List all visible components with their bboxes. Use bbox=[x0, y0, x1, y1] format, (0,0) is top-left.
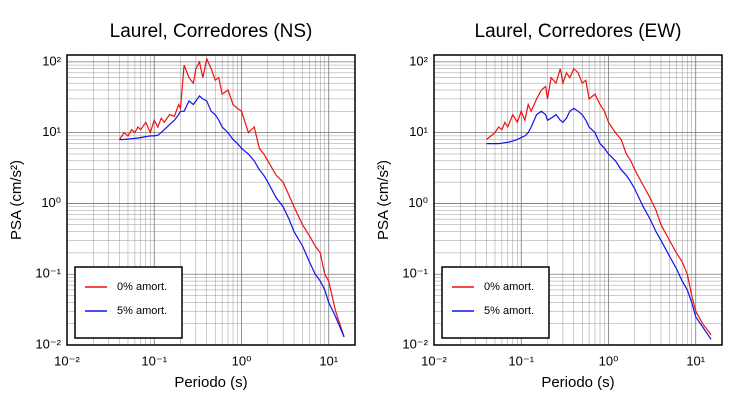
y-tick-label: 10² bbox=[409, 53, 428, 68]
y-axis-label: PSA (cm/s²) bbox=[375, 160, 392, 240]
y-tick-label: 10⁻¹ bbox=[402, 266, 428, 281]
chart-title: Laurel, Corredores (NS) bbox=[110, 21, 313, 42]
x-tick-label: 10⁻² bbox=[54, 353, 80, 368]
x-tick-label: 10⁻¹ bbox=[141, 353, 167, 368]
y-tick-label: 10⁻¹ bbox=[35, 266, 61, 281]
legend-box bbox=[74, 266, 183, 339]
plot-frame bbox=[433, 54, 723, 346]
y-tick-label: 10⁰ bbox=[408, 195, 428, 210]
x-axis-label: Periodo (s) bbox=[541, 374, 614, 391]
y-tick-label: 10⁰ bbox=[41, 195, 61, 210]
y-tick-label: 10² bbox=[42, 53, 61, 68]
legend-label: 0% amort. bbox=[484, 281, 534, 293]
legend-box bbox=[441, 266, 550, 339]
x-tick-label: 10⁻² bbox=[421, 353, 447, 368]
plot-frame bbox=[66, 54, 356, 346]
series-line bbox=[486, 107, 712, 340]
legend-label: 5% amort. bbox=[484, 305, 534, 317]
x-tick-label: 10¹ bbox=[686, 353, 705, 368]
legend-label: 5% amort. bbox=[117, 305, 167, 317]
x-tick-label: 10⁰ bbox=[232, 353, 252, 368]
y-tick-label: 10¹ bbox=[409, 124, 428, 139]
y-tick-label: 10¹ bbox=[42, 124, 61, 139]
chart-title: Laurel, Corredores (EW) bbox=[475, 21, 682, 42]
series-line bbox=[118, 56, 345, 338]
panel: Laurel, Corredores (NS) 10⁻² 10⁻¹ 10⁰ 10¹ 10⁻… bbox=[8, 21, 356, 391]
series-line bbox=[486, 67, 712, 336]
x-axis-label: Periodo (s) bbox=[174, 374, 247, 391]
x-tick-label: 10¹ bbox=[319, 353, 338, 368]
legend-label: 0% amort. bbox=[117, 281, 167, 293]
x-tick-label: 10⁻¹ bbox=[508, 353, 534, 368]
x-tick-label: 10⁰ bbox=[599, 353, 619, 368]
panel: Laurel, Corredores (EW) 10⁻² 10⁻¹ 10⁰ 10¹ 10⁻… bbox=[375, 21, 723, 391]
y-tick-label: 10⁻² bbox=[402, 336, 428, 351]
y-axis-label: PSA (cm/s²) bbox=[8, 160, 25, 240]
y-tick-label: 10⁻² bbox=[35, 336, 61, 351]
series-line bbox=[119, 94, 345, 338]
